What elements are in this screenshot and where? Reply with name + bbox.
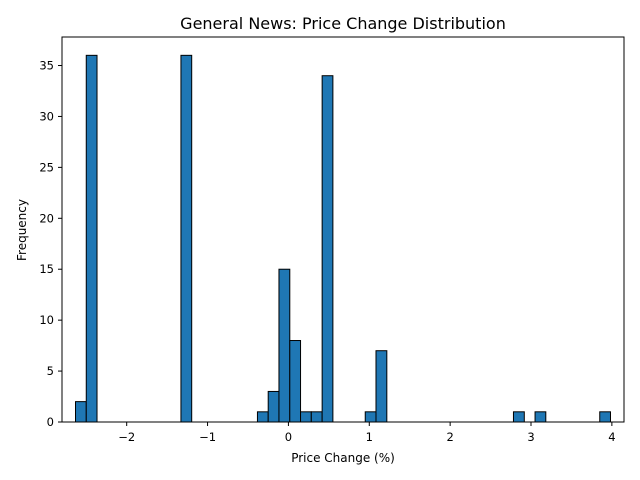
x-axis-ticks: −2 −1 0 1 2 3 4 (118, 422, 616, 444)
histogram-bar-10 (364, 411, 377, 423)
x-tick-label: −1 (199, 430, 216, 444)
x-axis-label: Price Change (%) (291, 451, 395, 465)
x-tick-label: 2 (446, 430, 453, 444)
histogram-bar-12 (512, 411, 525, 423)
y-tick-label: 5 (47, 364, 54, 378)
y-tick-label: 20 (39, 211, 54, 225)
chart-title: General News: Price Change Distribution (180, 14, 506, 33)
histogram-bar-6 (289, 340, 302, 423)
y-tick-label: 0 (47, 415, 54, 429)
x-tick-label: −2 (118, 430, 135, 444)
x-tick-label: 4 (608, 430, 615, 444)
histogram-bar-7 (300, 411, 312, 423)
y-tick-label: 30 (39, 109, 54, 123)
y-tick-label: 10 (39, 313, 54, 327)
plot-frame (61, 36, 625, 423)
y-tick-label: 15 (39, 262, 54, 276)
x-tick-label: 1 (366, 430, 373, 444)
histogram-bar-4 (267, 390, 280, 423)
histogram-bar-5 (278, 268, 291, 423)
y-axis-ticks: 0 5 10 15 20 25 30 35 (39, 59, 62, 429)
bars-group (75, 54, 611, 423)
histogram-bar-3 (256, 411, 269, 423)
histogram-bar-1 (85, 54, 98, 423)
histogram-bar-11 (375, 350, 388, 423)
histogram-bar-14 (599, 411, 611, 423)
y-tick-label: 25 (39, 160, 54, 174)
x-tick-label: 0 (285, 430, 292, 444)
y-tick-label: 35 (39, 59, 54, 73)
histogram-bar-2 (180, 54, 193, 423)
y-axis-label: Frequency (15, 199, 29, 261)
x-tick-label: 3 (527, 430, 534, 444)
histogram-bar-8 (310, 411, 323, 423)
histogram-bar-9 (321, 75, 334, 423)
histogram-bar-13 (534, 411, 547, 423)
histogram-bar-0 (75, 401, 87, 423)
